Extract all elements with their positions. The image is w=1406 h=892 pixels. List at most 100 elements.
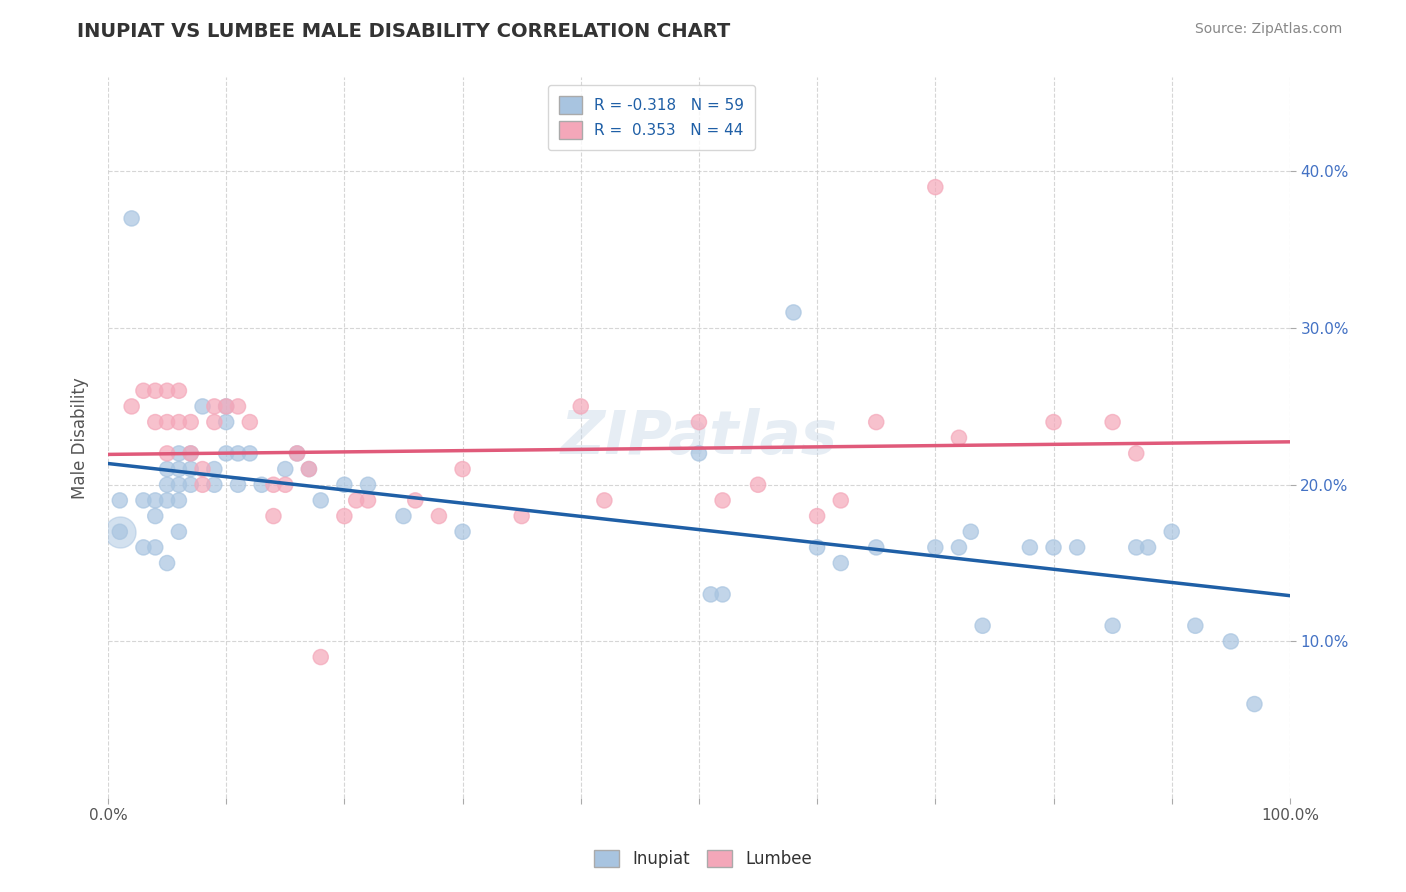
Point [711,587,734,601]
Point [700,587,723,601]
Point [830,556,852,570]
Point [451,524,474,539]
Point [593,493,616,508]
Point [1125,446,1147,460]
Text: Source: ZipAtlas.com: Source: ZipAtlas.com [1195,22,1343,37]
Point [451,462,474,476]
Point [274,462,297,476]
Point [309,493,332,508]
Point [215,400,238,414]
Point [924,180,946,194]
Point [510,509,533,524]
Point [156,446,179,460]
Point [1066,541,1088,555]
Point [132,493,155,508]
Point [180,462,202,476]
Point [167,462,190,476]
Point [132,384,155,398]
Point [132,541,155,555]
Point [711,493,734,508]
Point [108,524,131,539]
Point [948,431,970,445]
Point [226,477,249,491]
Point [180,446,202,460]
Point [747,477,769,491]
Point [344,493,367,508]
Point [333,509,356,524]
Point [226,446,249,460]
Point [274,477,297,491]
Point [357,477,380,491]
Point [202,415,225,429]
Point [167,415,190,429]
Point [180,415,202,429]
Point [262,509,284,524]
Point [167,477,190,491]
Point [143,509,166,524]
Legend: R = -0.318   N = 59, R =  0.353   N = 44: R = -0.318 N = 59, R = 0.353 N = 44 [548,85,755,150]
Point [143,384,166,398]
Point [215,400,238,414]
Point [806,541,828,555]
Point [1184,619,1206,633]
Point [226,400,249,414]
Point [782,305,804,319]
Point [215,415,238,429]
Point [180,446,202,460]
Point [1101,619,1123,633]
Point [1125,541,1147,555]
Point [156,462,179,476]
Point [285,446,308,460]
Point [167,524,190,539]
Point [239,415,262,429]
Point [156,477,179,491]
Point [1137,541,1160,555]
Text: INUPIAT VS LUMBEE MALE DISABILITY CORRELATION CHART: INUPIAT VS LUMBEE MALE DISABILITY CORREL… [77,22,731,41]
Point [180,477,202,491]
Point [250,477,273,491]
Point [1243,697,1265,711]
Point [298,462,321,476]
Point [202,400,225,414]
Point [167,446,190,460]
Y-axis label: Male Disability: Male Disability [72,377,89,499]
Point [143,415,166,429]
Point [1219,634,1241,648]
Point [156,384,179,398]
Point [285,446,308,460]
Point [108,524,131,539]
Point [191,400,214,414]
Point [392,509,415,524]
Point [191,477,214,491]
Point [143,493,166,508]
Point [688,415,710,429]
Point [191,462,214,476]
Point [830,493,852,508]
Point [959,524,981,539]
Point [1018,541,1040,555]
Point [239,446,262,460]
Point [121,211,143,226]
Point [865,541,887,555]
Point [948,541,970,555]
Point [121,400,143,414]
Legend: Inupiat, Lumbee: Inupiat, Lumbee [588,843,818,875]
Point [972,619,994,633]
Text: ZIPatlas: ZIPatlas [561,409,838,467]
Point [924,541,946,555]
Point [202,477,225,491]
Point [298,462,321,476]
Point [806,509,828,524]
Point [333,477,356,491]
Point [404,493,426,508]
Point [865,415,887,429]
Point [156,415,179,429]
Point [1042,415,1064,429]
Point [1160,524,1182,539]
Point [167,384,190,398]
Point [156,493,179,508]
Point [156,556,179,570]
Point [202,462,225,476]
Point [569,400,592,414]
Point [215,446,238,460]
